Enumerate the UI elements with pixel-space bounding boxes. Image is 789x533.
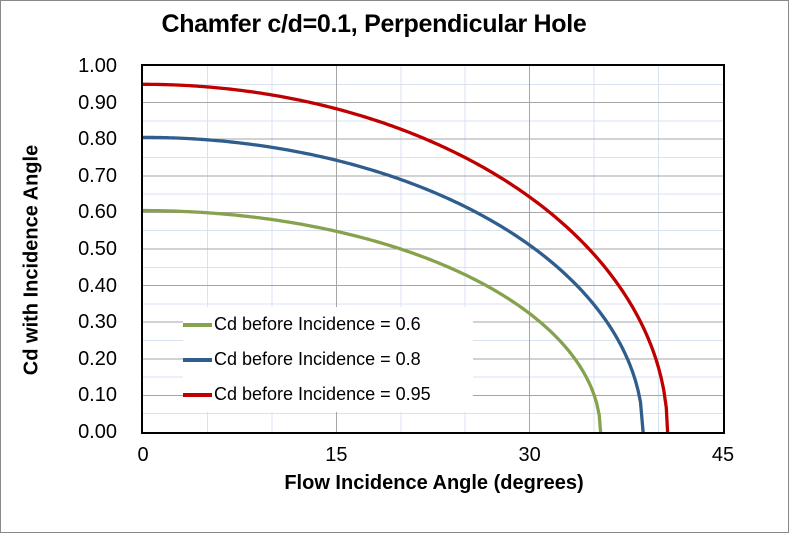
legend-item: Cd before Incidence = 0.95 [183,377,473,412]
legend-item: Cd before Incidence = 0.8 [183,342,473,377]
x-axis-title: Flow Incidence Angle (degrees) [284,472,584,494]
y-tick-label: 0.20 [78,347,117,370]
y-tick-label: 0.30 [78,311,117,334]
y-tick-label: 0.00 [78,421,117,443]
legend-label: Cd before Incidence = 0.6 [214,314,421,334]
legend-label: Cd before Incidence = 0.8 [214,349,421,369]
series-line-0.6 [143,208,603,432]
y-tick-label: 0.70 [78,164,117,187]
x-tick-label: 45 [711,444,735,466]
series-line-0.95 [143,82,670,432]
y-tick-label: 1.00 [78,55,117,77]
y-tick-label: 0.40 [78,274,117,297]
legend-swatch [183,322,212,327]
x-tick-label: 0 [137,444,149,466]
x-tick-label: 15 [325,444,348,466]
legend-swatch [183,392,212,397]
y-axis-title: Cd with Incidence Angle [20,144,43,376]
x-tick-label: 30 [518,444,541,466]
y-tick-label: 0.90 [78,91,117,114]
y-tick-label: 0.80 [78,128,117,151]
legend-swatch [183,357,212,362]
chart-title: Chamfer c/d=0.1, Perpendicular Hole [161,10,587,38]
y-tick-label: 0.50 [78,238,117,260]
y-tick-label: 0.10 [78,384,117,407]
y-tick-label: 0.60 [78,201,117,224]
legend-item: Cd before Incidence = 0.6 [183,307,473,342]
series-line-0.8 [143,135,645,432]
legend: Cd before Incidence = 0.6 Cd before Incid… [183,307,473,412]
legend-label: Cd before Incidence = 0.95 [214,384,431,404]
plot-area: Cd before Incidence = 0.6 Cd before Incid… [141,64,725,434]
